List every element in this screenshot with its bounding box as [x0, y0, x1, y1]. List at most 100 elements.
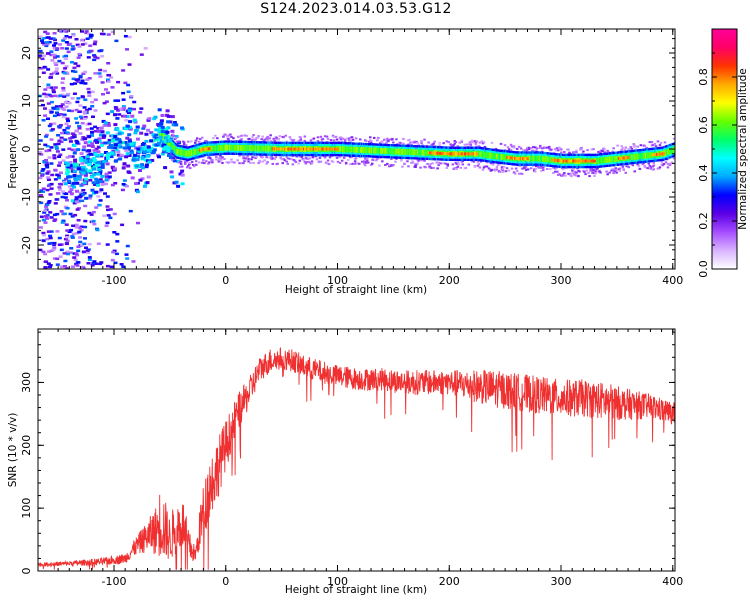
spectrogram-cell [271, 157, 274, 160]
spectrogram-cell [146, 175, 151, 179]
spectrogram-cell [85, 155, 90, 159]
spectrogram-cell [328, 156, 332, 159]
spectrogram-cell [207, 147, 211, 151]
spectrogram-cell [331, 134, 335, 137]
spectrogram-cell [456, 165, 459, 168]
spectrogram-cell [461, 160, 464, 163]
spectrogram-cell [169, 170, 174, 174]
spectrogram-cell [49, 146, 54, 149]
spectrogram-cell [41, 119, 46, 122]
spectrogram-cell [535, 165, 538, 167]
spectrogram-x-tick-label: 0 [222, 274, 229, 287]
spectrogram-cell [303, 160, 307, 163]
spectrogram-cell [46, 176, 51, 179]
spectrogram-cell [606, 173, 609, 176]
spectrogram-cell [90, 90, 95, 94]
spectrogram-cell [92, 173, 96, 177]
spectrogram-cell [106, 123, 111, 127]
spectrogram-cell [672, 137, 675, 140]
colorbar-tick-label: 0.6 [697, 116, 710, 134]
spectrogram-cell [106, 153, 111, 157]
spectrogram-cell [211, 161, 214, 164]
spectrogram-cell [104, 172, 109, 176]
spectrogram-cell [285, 155, 288, 158]
spectrogram-cell [201, 136, 204, 139]
spectrogram-cell [504, 170, 508, 173]
spectrogram-cell [75, 200, 79, 204]
spectrogram-cell [118, 157, 123, 161]
spectrogram-cell [41, 103, 45, 107]
spectrogram-cell [202, 159, 205, 162]
spectrogram-cell [95, 183, 100, 187]
spectrogram-cell [54, 70, 59, 73]
spectrogram-cell [402, 137, 405, 140]
spectrogram-cell [506, 146, 510, 149]
spectrogram-cell [238, 154, 241, 157]
spectrogram-cell [144, 163, 149, 167]
spectrogram-cell [570, 172, 573, 175]
spectrogram-cell [45, 237, 50, 241]
spectrogram-cell [621, 147, 624, 149]
spectrogram-cell [68, 161, 73, 164]
spectrogram-cell [62, 37, 67, 40]
spectrogram-cell [91, 115, 95, 118]
spectrogram-cell [244, 158, 247, 161]
spectrogram-cell [180, 182, 185, 186]
spectrogram-cell [72, 185, 76, 189]
spectrogram-cell [160, 114, 165, 117]
spectrogram-cell [112, 212, 117, 216]
spectrogram-cell [57, 176, 61, 180]
spectrogram-cell [597, 150, 600, 153]
spectrogram-cell [384, 148, 387, 154]
spectrogram-cell [437, 164, 440, 167]
spectrogram-cell [564, 174, 567, 177]
spectrogram-cell [40, 41, 45, 44]
spectrogram-cell [451, 163, 454, 166]
spectrogram-cell [170, 175, 175, 179]
spectrogram-cell [285, 160, 288, 163]
spectrogram-cell [42, 43, 47, 46]
spectrogram-cell [53, 178, 58, 181]
spectrogram-cell [72, 151, 77, 155]
spectrogram-cell [58, 43, 62, 46]
spectrogram-cell [100, 163, 105, 166]
spectrogram-cell [58, 255, 63, 258]
spectrogram-cell [49, 94, 54, 98]
spectrogram-cell [98, 68, 103, 72]
spectrogram-cell [535, 167, 538, 170]
spectrogram-cell [41, 231, 46, 235]
spectrogram-cell [249, 161, 252, 164]
spectrogram-cell [45, 41, 49, 44]
spectrogram-cell [270, 145, 273, 152]
spectrogram-cell [318, 156, 322, 159]
spectrogram-cell [485, 161, 489, 164]
spectrogram-cell [68, 190, 73, 194]
spectrogram-cell [122, 146, 127, 150]
spectrogram-cell [72, 165, 77, 169]
spectrogram-cell [116, 108, 121, 112]
spectrogram-cell [409, 141, 412, 144]
spectrogram-cell [491, 163, 495, 166]
spectrogram-cell [438, 141, 441, 144]
spectrogram-cell [45, 42, 50, 46]
spectrogram-cell [442, 142, 445, 145]
spectrogram-cell [650, 141, 654, 144]
spectrogram-cell [106, 122, 111, 125]
spectrogram-cell [169, 149, 174, 153]
spectrogram-cell [80, 243, 85, 247]
spectrogram-cell [78, 104, 83, 107]
spectrogram-cell [253, 139, 256, 142]
spectrogram-cell [166, 114, 171, 118]
spectrogram-cell [71, 232, 76, 236]
spectrogram-cell [343, 140, 347, 143]
spectrogram-cell [60, 81, 65, 84]
spectrogram-cell [64, 177, 69, 181]
spectrogram-cell [157, 130, 162, 134]
spectrogram-cell [348, 156, 352, 159]
spectrogram-cell [412, 161, 415, 164]
snr-x-axis-label: Height of straight line (km) [285, 584, 427, 596]
spectrogram-cell [59, 183, 64, 186]
spectrogram-cell [611, 168, 614, 171]
spectrogram-cell [93, 183, 97, 186]
spectrogram-cell [467, 163, 471, 166]
